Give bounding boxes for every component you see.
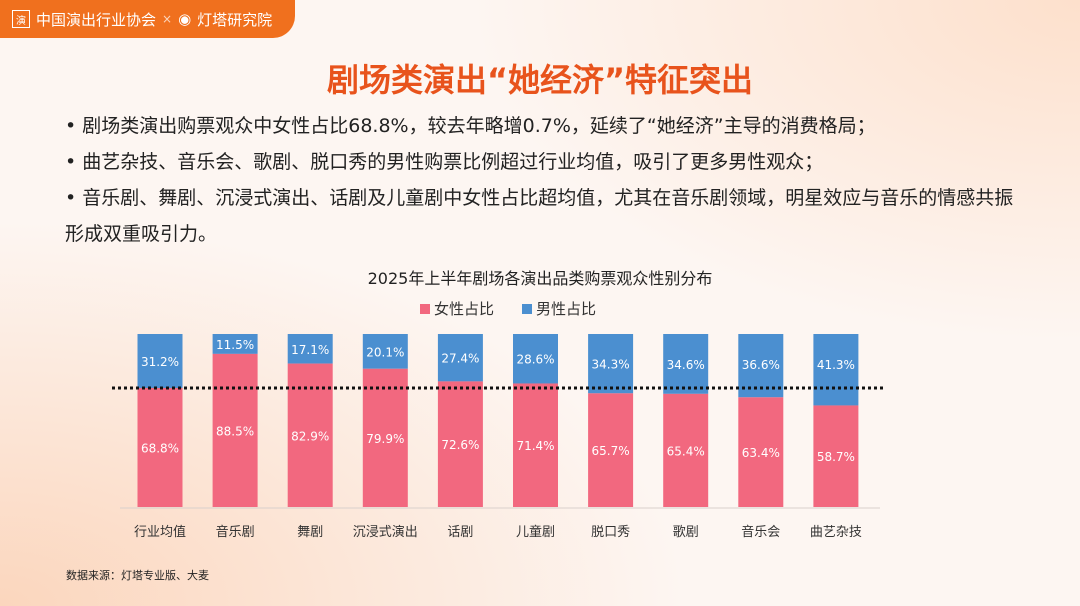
bullet-item: • 剧场类演出购票观众中女性占比68.8%，较去年略增0.7%，延续了“她经济”… xyxy=(65,115,876,137)
bar-female xyxy=(738,397,784,507)
header-logos: 演 中国演出行业协会 × ◉ 灯塔研究院 xyxy=(0,0,295,38)
label-female: 82.9% xyxy=(291,429,329,443)
label-female: 88.5% xyxy=(216,424,254,438)
chart-title: 2025年上半年剧场各演出品类购票观众性别分布 xyxy=(367,269,713,288)
bar-male xyxy=(588,334,634,394)
bar-female xyxy=(513,383,558,507)
bar-male xyxy=(663,334,709,394)
label-female: 71.4% xyxy=(516,439,554,453)
label-female: 79.9% xyxy=(366,432,404,446)
label-female: 65.7% xyxy=(592,444,630,458)
category-label: 行业均值 xyxy=(134,524,186,540)
bar-male xyxy=(362,334,408,369)
bar-male xyxy=(437,334,483,382)
bullet-list: • 剧场类演出购票观众中女性占比68.8%，较去年略增0.7%，延续了“她经济”… xyxy=(65,108,1025,252)
label-female: 65.4% xyxy=(667,444,705,458)
bullet-item: • 音乐剧、舞剧、沉浸式演出、话剧及儿童剧中女性占比超均值，尤其在音乐剧领域，明… xyxy=(65,187,1014,245)
label-male: 28.6% xyxy=(516,353,554,367)
page-title: 剧场类演出“她经济”特征突出 xyxy=(326,61,754,99)
category-label: 脱口秀 xyxy=(591,525,630,540)
label-male: 36.6% xyxy=(742,358,780,372)
category-label: 儿童剧 xyxy=(516,524,555,540)
label-female: 58.7% xyxy=(817,450,855,464)
association-logo: 中国演出行业协会 xyxy=(36,10,157,29)
bar-male xyxy=(137,334,183,388)
label-male: 41.3% xyxy=(817,358,855,372)
label-male: 20.1% xyxy=(366,345,404,359)
lighthouse-icon: ◉ xyxy=(178,10,192,28)
category-label: 歌剧 xyxy=(673,525,699,540)
bar-female xyxy=(663,393,709,507)
label-female: 63.4% xyxy=(742,446,780,460)
category-label: 曲艺杂技 xyxy=(810,525,862,540)
label-female: 68.8% xyxy=(141,441,179,455)
data-source: 数据来源：灯塔专业版、大麦 xyxy=(66,569,209,582)
label-female: 72.6% xyxy=(441,438,479,452)
label-male: 31.2% xyxy=(141,355,179,369)
category-label: 话剧 xyxy=(447,525,473,540)
label-male: 11.5% xyxy=(216,338,254,352)
category-label: 音乐剧 xyxy=(216,524,255,540)
category-label: 沉浸式演出 xyxy=(353,524,418,540)
bar-female xyxy=(437,381,483,507)
association-seal-icon: 演 xyxy=(12,10,30,28)
legend-female: 女性占比 xyxy=(420,298,494,319)
bar-female xyxy=(813,405,859,507)
label-male: 27.4% xyxy=(441,352,479,366)
bar-male xyxy=(813,334,859,406)
bar-female xyxy=(362,368,408,507)
legend-male: 男性占比 xyxy=(522,298,596,319)
bullet-item: • 曲艺杂技、音乐会、歌剧、脱口秀的男性购票比例超过行业均值，吸引了更多男性观众… xyxy=(65,151,824,173)
bar-male xyxy=(212,334,258,354)
bar-female xyxy=(137,387,183,507)
chart-legend: 女性占比 男性占比 xyxy=(420,298,596,319)
separator: × xyxy=(162,12,173,26)
category-label: 舞剧 xyxy=(297,525,323,540)
label-male: 34.6% xyxy=(667,358,705,372)
label-male: 34.3% xyxy=(592,358,630,372)
research-logo: 灯塔研究院 xyxy=(197,10,273,29)
bar-male xyxy=(287,334,333,364)
label-male: 17.1% xyxy=(291,343,329,357)
bar-female xyxy=(588,393,634,507)
bar-male xyxy=(513,334,558,384)
category-label: 音乐会 xyxy=(741,524,780,540)
bar-female xyxy=(212,353,258,507)
